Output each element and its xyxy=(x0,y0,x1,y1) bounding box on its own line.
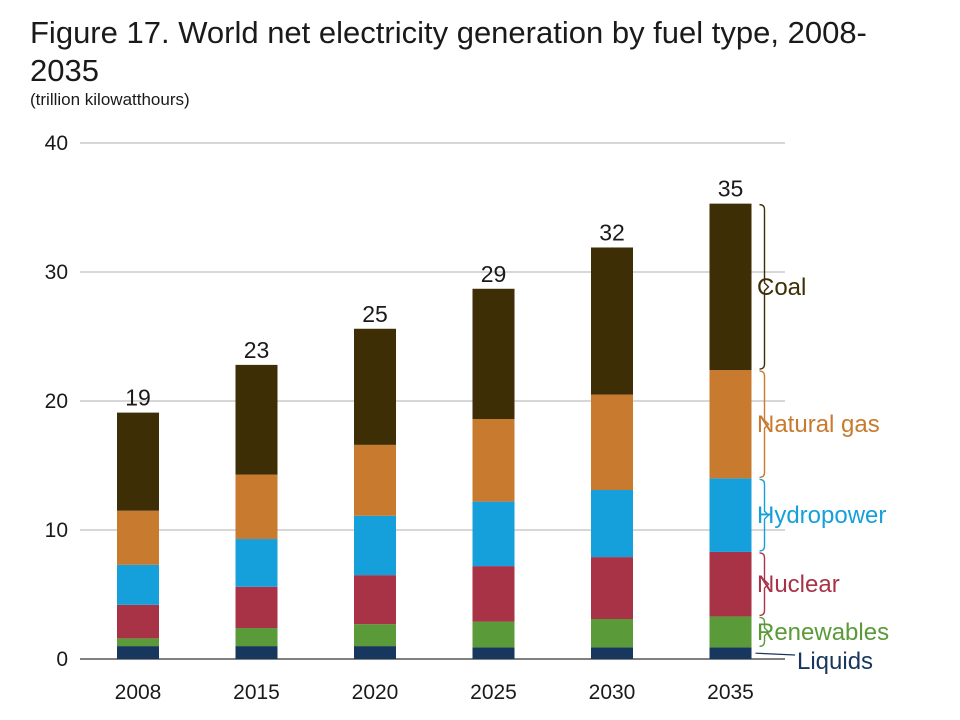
bars xyxy=(117,203,752,659)
bar-total-label: 25 xyxy=(362,301,388,327)
x-tick-label: 2015 xyxy=(233,681,280,704)
bar-segment xyxy=(472,566,515,622)
bar-total-label: 35 xyxy=(718,176,744,202)
legend-label-hydropower: Hydropower xyxy=(757,502,886,529)
bar-segment xyxy=(709,616,752,648)
bar-segment xyxy=(472,419,515,502)
bar-segment xyxy=(472,288,515,420)
bar-segment xyxy=(709,551,752,617)
legend-bracket xyxy=(759,616,770,648)
bar-segment xyxy=(709,647,752,659)
chart-title: Figure 17. World net electricity generat… xyxy=(30,15,867,88)
bar-segment xyxy=(354,515,396,576)
legend-label-liquids: Liquids xyxy=(797,648,873,675)
bar-segment xyxy=(235,474,278,540)
bar-segment xyxy=(354,328,396,445)
bar-segment xyxy=(235,539,278,587)
y-axis-ticks: 0 10 20 30 40 xyxy=(45,132,68,671)
bar-segment xyxy=(709,478,752,552)
bar-segment xyxy=(235,628,278,647)
y-tick-label: 10 xyxy=(45,519,68,542)
bar-total-label: 23 xyxy=(244,337,270,363)
legend-leader-line xyxy=(755,652,796,656)
bar-segment xyxy=(235,586,278,629)
x-tick-label: 2008 xyxy=(115,681,162,704)
bar-segment xyxy=(472,501,515,567)
y-tick-label: 20 xyxy=(45,390,68,413)
bar-segment xyxy=(235,646,278,659)
legend-label-nuclear: Nuclear xyxy=(757,571,840,598)
legend-bracket xyxy=(759,478,770,552)
bar-segment xyxy=(472,621,515,648)
legend-bracket xyxy=(759,370,770,479)
bar-segment xyxy=(591,619,633,648)
x-tick-label: 2035 xyxy=(707,681,754,704)
x-tick-label: 2025 xyxy=(470,681,517,704)
legend-label-renewables: Renewables xyxy=(757,619,889,646)
bar-segment xyxy=(591,490,633,558)
bar-segment xyxy=(117,564,159,605)
bar-segment xyxy=(591,647,633,659)
bar-segment xyxy=(354,646,396,659)
bar-segment xyxy=(117,638,159,647)
bar-segment xyxy=(354,444,396,516)
bar-segment xyxy=(709,370,752,479)
legend-label-natural-gas: Natural gas xyxy=(757,411,880,438)
bar-segment xyxy=(235,364,278,475)
x-tick-label: 2020 xyxy=(352,681,399,704)
gridlines xyxy=(80,142,785,660)
y-tick-label: 0 xyxy=(56,648,68,671)
x-axis-ticks: 2008 2015 2020 2025 2030 2035 xyxy=(115,681,754,704)
bar-segment xyxy=(709,203,752,371)
y-tick-label: 40 xyxy=(45,132,68,155)
bar-segment xyxy=(117,412,159,511)
bar-segment xyxy=(117,510,159,565)
bar-segment xyxy=(591,557,633,620)
bar-segment xyxy=(117,646,159,659)
legend-bracket xyxy=(759,203,770,370)
legend-bracket xyxy=(759,552,770,617)
bar-totals: 19 23 25 29 32 35 xyxy=(125,176,743,411)
bar-segment xyxy=(354,575,396,625)
x-tick-label: 2030 xyxy=(589,681,636,704)
legend-label-coal: Coal xyxy=(757,274,806,301)
chart-subtitle: (trillion kilowatthours) xyxy=(30,90,190,109)
bar-total-label: 32 xyxy=(599,219,625,245)
bar-total-label: 29 xyxy=(481,261,507,287)
bar-total-label: 19 xyxy=(125,385,151,411)
bar-segment xyxy=(472,647,515,659)
bar-segment xyxy=(591,394,633,491)
bar-segment xyxy=(591,247,633,395)
y-tick-label: 30 xyxy=(45,261,68,284)
bar-segment xyxy=(117,604,159,639)
bar-segment xyxy=(354,624,396,647)
